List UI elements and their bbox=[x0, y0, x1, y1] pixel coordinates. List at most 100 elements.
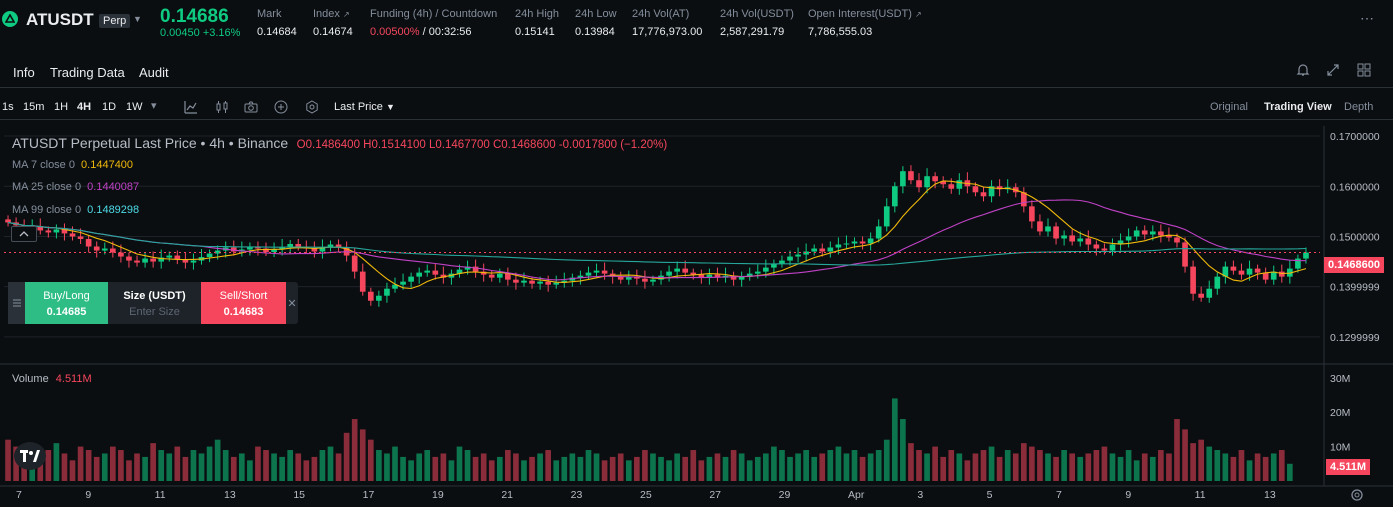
volume-bar bbox=[948, 450, 955, 481]
candle-body bbox=[730, 275, 737, 280]
candle-body bbox=[634, 276, 640, 279]
volume-bar bbox=[456, 446, 463, 481]
candle-body bbox=[142, 258, 148, 263]
candle-body bbox=[988, 186, 995, 197]
candle-body bbox=[738, 276, 745, 280]
volume-bar bbox=[230, 456, 237, 481]
drag-handle-icon[interactable] bbox=[8, 282, 25, 324]
stat-label: 24h Vol(USDT) bbox=[720, 8, 794, 20]
volume-bar bbox=[150, 443, 156, 481]
size-field[interactable]: Size (USDT) Enter Size bbox=[108, 282, 201, 324]
chart-settings-icon[interactable] bbox=[1350, 488, 1364, 507]
price-type-select[interactable]: Last Price ▼ bbox=[334, 101, 395, 113]
volume-bar bbox=[166, 453, 173, 481]
candle-body bbox=[593, 270, 600, 273]
price-chart[interactable]: 0.1700000 0.1600000 0.1500000 0.1399999 0.12… bbox=[0, 126, 1393, 507]
volume-bar bbox=[1190, 443, 1196, 481]
view-depth[interactable]: Depth bbox=[1344, 101, 1374, 113]
interval-1d[interactable]: 1D bbox=[102, 101, 117, 113]
camera-icon[interactable] bbox=[244, 100, 258, 119]
interval-15m[interactable]: 15m bbox=[23, 101, 45, 113]
size-input[interactable]: Enter Size bbox=[129, 306, 180, 318]
price-axis-label: 0.1500000 bbox=[1330, 231, 1380, 243]
candle-body bbox=[625, 276, 632, 280]
candle-type-icon[interactable] bbox=[215, 100, 229, 119]
close-widget-icon[interactable]: ✕ bbox=[287, 297, 297, 310]
volume-bar bbox=[295, 453, 302, 481]
candle-body bbox=[77, 236, 84, 239]
more-icon[interactable]: ⋯ bbox=[1360, 10, 1374, 26]
volume-bar bbox=[698, 460, 705, 481]
volume-value: 4.511M bbox=[55, 373, 92, 385]
volume-bar bbox=[867, 453, 874, 481]
view-trading-view[interactable]: Trading View bbox=[1264, 101, 1332, 113]
volume-bar bbox=[1053, 456, 1059, 481]
legend-ma99: MA 99 close 0 0.1489298 bbox=[12, 204, 139, 216]
indicator-icon[interactable] bbox=[184, 100, 198, 119]
external-link-icon[interactable]: ↗ bbox=[914, 10, 922, 19]
bell-icon[interactable] bbox=[1296, 63, 1310, 82]
candle-body bbox=[771, 263, 777, 268]
symbol-dropdown-icon[interactable]: ▼ bbox=[133, 14, 142, 24]
buy-long-button[interactable]: Buy/Long 0.14685 bbox=[25, 282, 108, 324]
candle-body bbox=[1254, 268, 1261, 273]
symbol-name[interactable]: ATUSDT bbox=[26, 10, 94, 29]
date-axis-label: 5 bbox=[987, 489, 993, 501]
volume-bar bbox=[1246, 460, 1253, 481]
volume-bar bbox=[1141, 453, 1148, 481]
collapse-legend-button[interactable] bbox=[11, 226, 37, 242]
stat-value: 2,587,291.79 bbox=[720, 26, 785, 38]
candle-body bbox=[714, 274, 721, 278]
price-axis-label: 0.1399999 bbox=[1330, 282, 1380, 294]
interval-1w[interactable]: 1W bbox=[126, 101, 143, 113]
candle-body bbox=[376, 295, 382, 301]
volume-bar bbox=[738, 453, 745, 481]
candle-body bbox=[93, 246, 100, 251]
volume-bar bbox=[730, 450, 737, 481]
volume-bar bbox=[940, 456, 947, 481]
interval-1h[interactable]: 1H bbox=[54, 101, 69, 113]
tradingview-logo-icon[interactable] bbox=[14, 442, 46, 470]
date-axis-label: 29 bbox=[779, 489, 791, 501]
candle-body bbox=[182, 259, 189, 263]
candle-body bbox=[698, 274, 705, 278]
interval-4h[interactable]: 4H bbox=[77, 101, 92, 113]
volume-bar bbox=[263, 450, 269, 481]
tab-audit[interactable]: Audit bbox=[139, 65, 169, 80]
date-axis-label: 25 bbox=[640, 489, 652, 501]
external-link-icon[interactable]: ↗ bbox=[342, 10, 350, 19]
volume-bar bbox=[537, 453, 543, 481]
candle-body bbox=[1069, 235, 1076, 242]
candle-body bbox=[85, 238, 92, 247]
volume-bar bbox=[1158, 450, 1164, 481]
volume-bar bbox=[1125, 450, 1132, 481]
tab-trading-data[interactable]: Trading Data bbox=[50, 65, 125, 80]
layout-icon[interactable] bbox=[1356, 62, 1372, 83]
volume-bar bbox=[779, 450, 785, 481]
candle-body bbox=[900, 171, 906, 187]
volume-bar bbox=[690, 450, 697, 481]
stat-value: 7,786,555.03 bbox=[808, 26, 873, 38]
add-icon[interactable] bbox=[274, 100, 288, 119]
volume-bar bbox=[593, 453, 600, 481]
tab-info[interactable]: Info bbox=[13, 65, 35, 80]
settings-icon[interactable] bbox=[305, 100, 319, 119]
candle-body bbox=[472, 266, 479, 272]
date-axis-label: 15 bbox=[293, 489, 305, 501]
candle-body bbox=[674, 268, 680, 272]
interval-1s[interactable]: 1s bbox=[2, 101, 14, 113]
volume-bar bbox=[545, 450, 551, 481]
candle-body bbox=[247, 246, 253, 250]
expand-icon[interactable] bbox=[1326, 63, 1340, 82]
candle-body bbox=[561, 280, 568, 283]
view-original[interactable]: Original bbox=[1210, 101, 1248, 113]
date-axis-label: 23 bbox=[571, 489, 583, 501]
candle-body bbox=[617, 276, 624, 280]
sell-short-button[interactable]: Sell/Short 0.14683 bbox=[201, 282, 286, 324]
stat-mark: Mark 0.14684 bbox=[257, 8, 297, 38]
volume-bar bbox=[45, 450, 52, 481]
candle-body bbox=[1037, 221, 1043, 232]
stat-index: Index ↗ 0.14674 bbox=[313, 8, 353, 38]
interval-more-icon[interactable]: ▾ bbox=[151, 100, 157, 112]
volume-bar bbox=[343, 432, 350, 481]
